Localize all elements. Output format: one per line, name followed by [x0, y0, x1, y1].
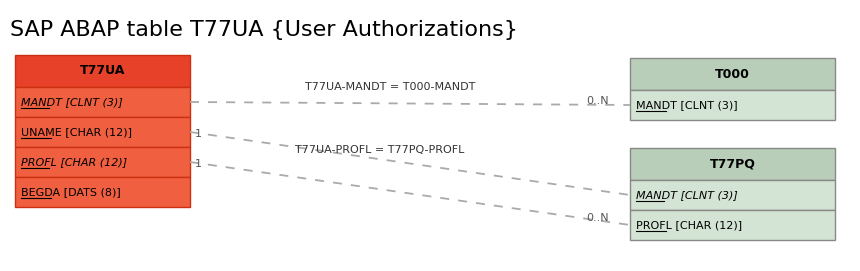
Text: T77UA-PROFL = T77PQ-PROFL: T77UA-PROFL = T77PQ-PROFL	[295, 146, 464, 156]
FancyBboxPatch shape	[630, 58, 835, 90]
FancyBboxPatch shape	[630, 180, 835, 210]
FancyBboxPatch shape	[15, 87, 190, 117]
Text: 0..N: 0..N	[587, 96, 610, 106]
Text: T77PQ: T77PQ	[710, 157, 755, 170]
Text: 1: 1	[195, 159, 202, 169]
FancyBboxPatch shape	[15, 147, 190, 177]
FancyBboxPatch shape	[630, 210, 835, 240]
FancyBboxPatch shape	[15, 117, 190, 147]
Text: BEGDA [DATS (8)]: BEGDA [DATS (8)]	[21, 187, 120, 197]
Text: MANDT [CLNT (3)]: MANDT [CLNT (3)]	[636, 100, 738, 110]
Text: 0..N: 0..N	[587, 213, 610, 223]
Text: PROFL [CHAR (12)]: PROFL [CHAR (12)]	[21, 157, 127, 167]
FancyBboxPatch shape	[15, 177, 190, 207]
FancyBboxPatch shape	[15, 55, 190, 87]
FancyBboxPatch shape	[630, 148, 835, 180]
Text: T77UA-MANDT = T000-MANDT: T77UA-MANDT = T000-MANDT	[304, 82, 476, 92]
Text: PROFL [CHAR (12)]: PROFL [CHAR (12)]	[636, 220, 742, 230]
Text: T77UA: T77UA	[80, 64, 126, 78]
Text: MANDT [CLNT (3)]: MANDT [CLNT (3)]	[636, 190, 738, 200]
Text: T000: T000	[715, 67, 750, 80]
Text: UNAME [CHAR (12)]: UNAME [CHAR (12)]	[21, 127, 132, 137]
FancyBboxPatch shape	[630, 90, 835, 120]
Text: 1: 1	[195, 129, 202, 139]
Text: SAP ABAP table T77UA {User Authorizations}: SAP ABAP table T77UA {User Authorization…	[10, 20, 518, 40]
Text: MANDT [CLNT (3)]: MANDT [CLNT (3)]	[21, 97, 123, 107]
